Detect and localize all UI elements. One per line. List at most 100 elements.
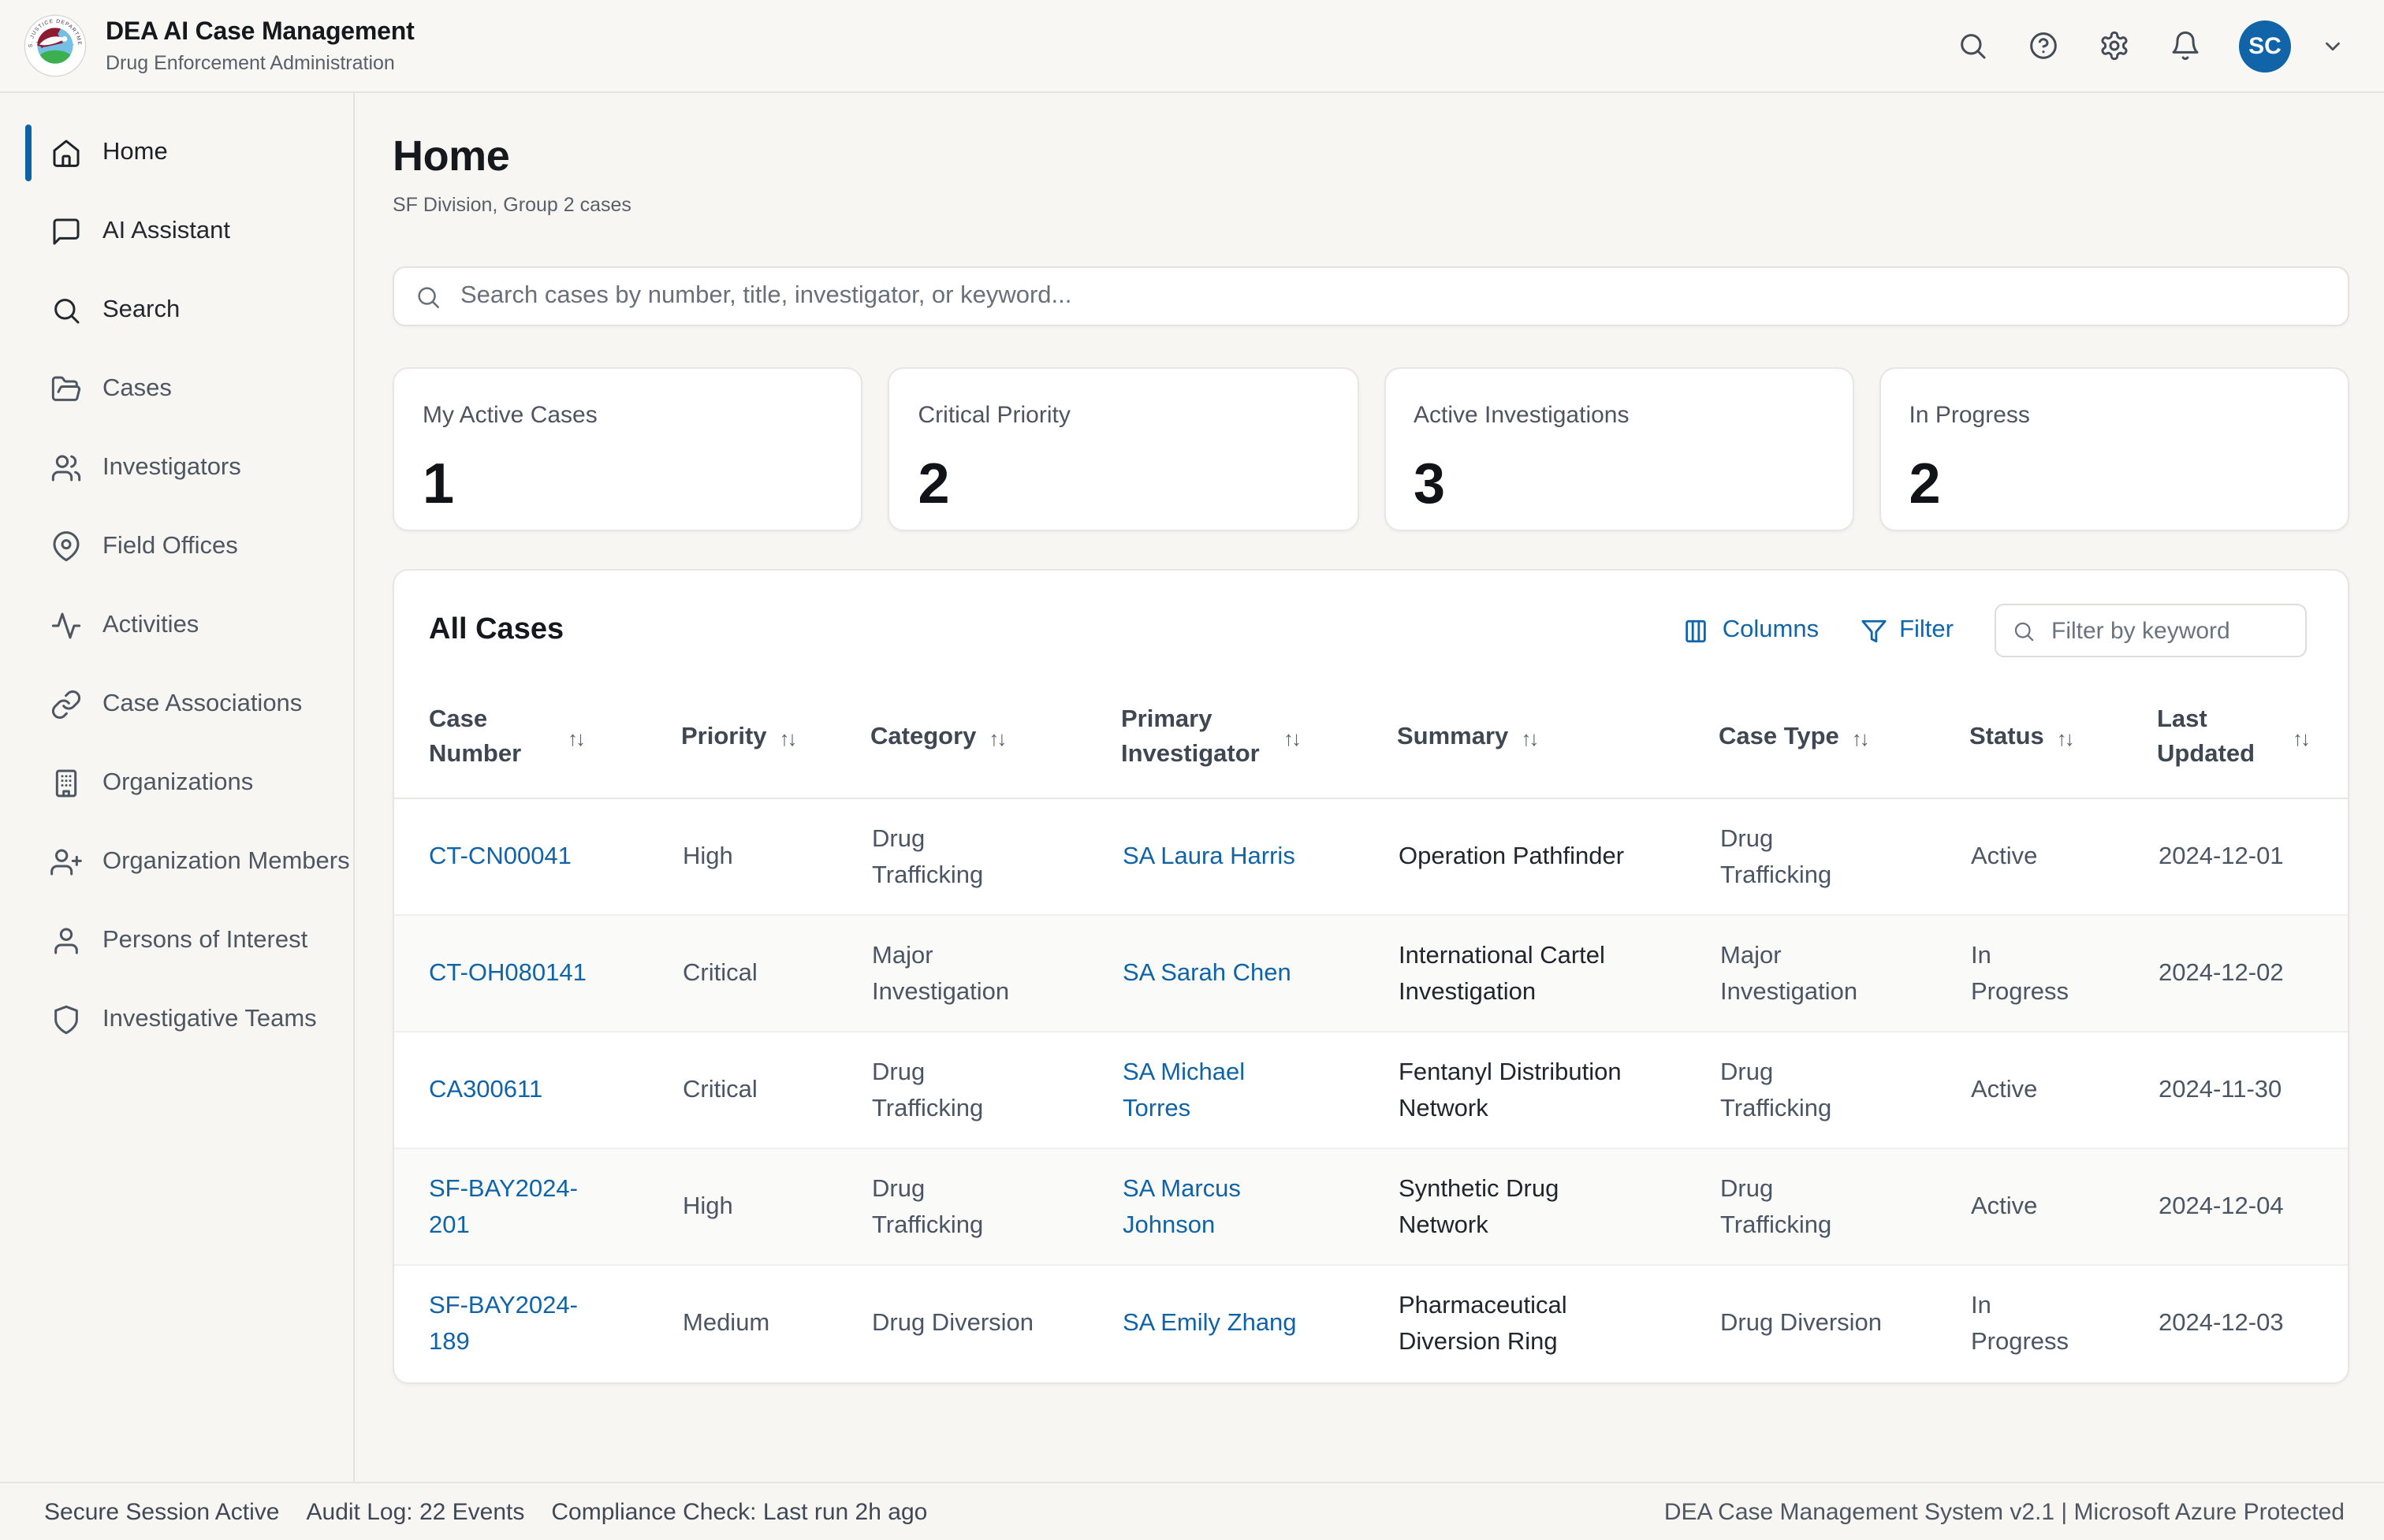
column-header-category[interactable]: Category ↑↓ [870,681,1121,799]
sort-icon[interactable]: ↑↓ [568,726,586,750]
case-number-link[interactable]: CT-CN00041 [429,843,572,870]
investigator-cell: SA Laura Harris [1121,798,1397,915]
investigator-link[interactable]: SA Emily Zhang [1123,1310,1297,1337]
chat-icon [50,216,82,247]
sidebar-item-persons-of-interest[interactable]: Persons of Interest [25,906,353,976]
investigator-link[interactable]: SA Laura Harris [1123,843,1295,870]
search-icon [50,295,82,326]
page-subtitle: SF Division, Group 2 cases [393,194,631,216]
column-header-primary-investigator[interactable]: Primary Investigator ↑↓ [1121,681,1397,799]
cases-table: Case Number ↑↓ Priority ↑↓ Category ↑↓ Prim… [394,681,2348,1382]
sidebar-item-label: Organizations [102,769,254,796]
case-number-link[interactable]: SF-BAY2024-201 [429,1175,578,1238]
app-title: DEA AI Case Management [106,18,415,45]
sidebar-item-ai-assistant[interactable]: AI Assistant [25,197,353,266]
secure-session-status: Secure Session Active [44,1498,280,1525]
home-icon [50,137,82,169]
sort-icon[interactable]: ↑↓ [989,726,1007,750]
case-type-cell: Drug Diversion [1720,1310,1883,1337]
status-cell: In Progress [1971,1292,2069,1356]
summary-cell: Fentanyl Distribution Network [1399,1058,1622,1122]
investigator-link[interactable]: SA Marcus Johnson [1123,1175,1241,1238]
columns-icon [1683,617,1710,644]
sidebar-item-activities[interactable]: Activities [25,591,353,660]
map-pin-icon [50,531,82,563]
sidebar: Home AI Assistant Search Cases Investiga… [0,93,355,1482]
table-row: CT-CN00041 High Drug Trafficking SA Laur… [394,798,2348,915]
sort-icon[interactable]: ↑↓ [1521,726,1539,750]
investigator-cell: SA Sarah Chen [1121,915,1397,1032]
sidebar-item-organization-members[interactable]: Organization Members [25,828,353,897]
column-header-last-updated[interactable]: Last Updated ↑↓ [2157,681,2348,799]
chevron-down-icon[interactable] [2315,28,2349,63]
status-cell: Active [1971,843,2038,870]
stat-label: My Active Cases [423,402,598,429]
help-icon[interactable] [2026,28,2061,63]
user-plus-icon [50,846,82,878]
app-subtitle: Drug Enforcement Administration [106,51,395,73]
sort-icon[interactable]: ↑↓ [2056,726,2075,750]
last-updated-cell: 2024-12-02 [2159,960,2284,987]
investigator-cell: SA Marcus Johnson [1121,1148,1397,1265]
case-search-input[interactable] [457,281,2327,312]
case-number-link[interactable]: CT-OH080141 [429,960,587,987]
priority-cell: Critical [683,960,758,987]
sidebar-item-home[interactable]: Home [25,118,353,188]
column-header-case-type[interactable]: Case Type ↑↓ [1719,681,1969,799]
table-row: SF-BAY2024-189 Medium Drug Diversion SA … [394,1265,2348,1382]
columns-button[interactable]: Columns [1683,616,1819,645]
sidebar-item-field-offices[interactable]: Field Offices [25,512,353,582]
columns-button-label: Columns [1722,616,1820,643]
search-icon[interactable] [1955,28,1990,63]
column-header-status[interactable]: Status ↑↓ [1969,681,2157,799]
global-case-search[interactable] [393,266,2349,326]
keyword-filter-input[interactable] [2048,616,2289,645]
building-icon [50,768,82,799]
sidebar-item-label: Activities [102,612,199,638]
sidebar-item-search[interactable]: Search [25,276,353,345]
column-header-summary[interactable]: Summary ↑↓ [1397,681,1719,799]
avatar[interactable]: SC [2239,20,2291,72]
page-title: Home [393,132,510,180]
column-header-priority[interactable]: Priority ↑↓ [681,681,870,799]
sidebar-item-investigative-teams[interactable]: Investigative Teams [25,985,353,1055]
table-row: CT-OH080141 Critical Major Investigation… [394,915,2348,1032]
stat-value: 1 [423,451,455,515]
status-cell: Active [1971,1193,2038,1220]
investigator-cell: SA Michael Torres [1121,1032,1397,1148]
sort-icon[interactable]: ↑↓ [2293,726,2311,750]
sidebar-item-case-associations[interactable]: Case Associations [25,670,353,739]
priority-cell: High [683,843,733,870]
investigator-link[interactable]: SA Michael Torres [1123,1058,1246,1122]
activity-icon [50,610,82,642]
sidebar-item-investigators[interactable]: Investigators [25,433,353,503]
status-bar: Secure Session Active Audit Log: 22 Even… [0,1482,2384,1540]
notifications-bell-icon[interactable] [2168,28,2203,63]
sort-icon[interactable]: ↑↓ [779,726,798,750]
stat-card-active-investigations: Active Investigations 3 [1384,367,1854,531]
summary-cell: Operation Pathfinder [1399,843,1625,870]
sidebar-item-organizations[interactable]: Organizations [25,749,353,818]
category-cell: Drug Trafficking [872,825,984,888]
settings-gear-icon[interactable] [2097,28,2132,63]
sort-icon[interactable]: ↑↓ [1851,726,1870,750]
search-icon [415,283,441,310]
case-number-cell: SF-BAY2024-189 [394,1265,681,1382]
search-icon [2012,619,2036,642]
last-updated-cell: 2024-12-03 [2159,1310,2284,1337]
case-number-link[interactable]: SF-BAY2024-189 [429,1292,578,1356]
column-header-case-number[interactable]: Case Number ↑↓ [394,681,681,799]
body: Home AI Assistant Search Cases Investiga… [0,93,2384,1482]
keyword-filter[interactable] [1995,604,2307,657]
sort-icon[interactable]: ↑↓ [1283,726,1302,750]
sidebar-item-cases[interactable]: Cases [25,355,353,424]
brand: DEA AI Case Management Drug Enforcement … [106,18,415,73]
investigator-link[interactable]: SA Sarah Chen [1123,960,1291,987]
shield-icon [50,1004,82,1036]
stat-label: Active Investigations [1414,402,1630,429]
last-updated-cell: 2024-12-04 [2159,1193,2284,1220]
filter-button[interactable]: Filter [1860,616,1954,645]
category-cell: Drug Trafficking [872,1175,984,1238]
case-number-link[interactable]: CA300611 [429,1077,543,1103]
link-icon [50,689,82,720]
